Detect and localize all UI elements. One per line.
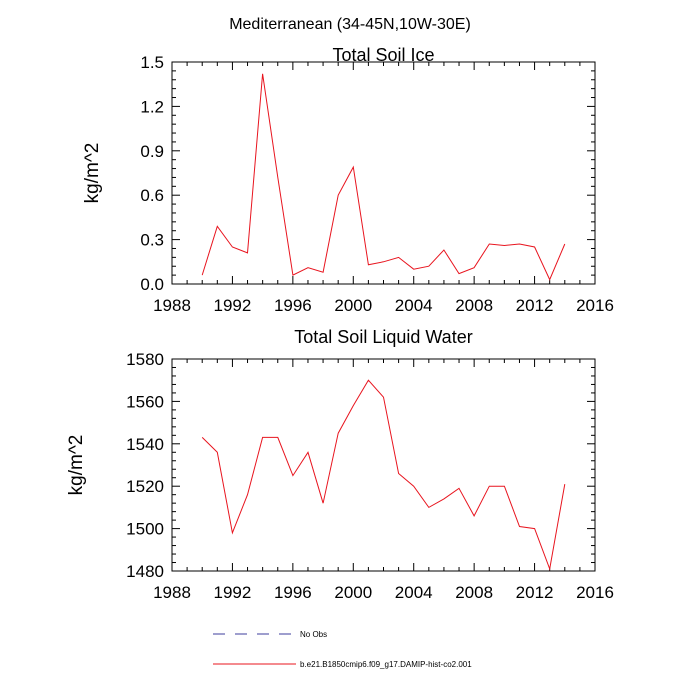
data-point: [398, 257, 399, 258]
plot-frame: [171, 61, 596, 285]
data-point: [277, 177, 278, 178]
data-point: [247, 494, 248, 495]
x-tick-label: 2008: [455, 296, 493, 315]
x-tick-label: 1992: [214, 296, 252, 315]
y-axis-label: kg/m^2: [82, 143, 103, 204]
data-point: [519, 526, 520, 527]
y-tick-label: 1480: [126, 562, 164, 581]
data-point: [564, 483, 565, 484]
data-point: [307, 452, 308, 453]
data-point: [322, 503, 323, 504]
data-point: [549, 568, 550, 569]
y-tick-label: 1500: [126, 520, 164, 539]
panel-title: Total Soil Liquid Water: [294, 327, 472, 347]
data-point: [549, 279, 550, 280]
x-tick-label: 1996: [274, 296, 312, 315]
data-point: [443, 498, 444, 499]
data-point: [474, 515, 475, 516]
y-tick-label: 0.3: [140, 231, 164, 250]
data-point: [383, 261, 384, 262]
y-tick-label: 1580: [126, 350, 164, 369]
data-point: [338, 433, 339, 434]
x-tick-label: 2000: [334, 296, 372, 315]
data-point: [564, 243, 565, 244]
x-tick-label: 1988: [153, 296, 191, 315]
data-point: [202, 275, 203, 276]
y-tick-label: 1.5: [140, 53, 164, 72]
data-point: [504, 245, 505, 246]
x-tick-label: 1992: [214, 583, 252, 602]
x-tick-label: 2008: [455, 583, 493, 602]
data-point: [413, 269, 414, 270]
panel-total-soil-liquid-water: Total Soil Liquid Water 1988 1992 1996 2000 2…: [66, 327, 614, 602]
data-point: [353, 166, 354, 167]
y-tick-label: 1520: [126, 477, 164, 496]
data-point: [232, 532, 233, 533]
data-point: [534, 246, 535, 247]
data-point: [262, 73, 263, 74]
data-point: [413, 486, 414, 487]
data-point: [443, 249, 444, 250]
y-tick-label: 0.9: [140, 142, 164, 161]
data-point: [383, 397, 384, 398]
plot-frame: [171, 358, 596, 572]
panel-title: Total Soil Ice: [332, 45, 434, 65]
data-point: [519, 243, 520, 244]
data-point: [458, 273, 459, 274]
data-point: [277, 437, 278, 438]
data-point: [292, 475, 293, 476]
data-point: [353, 405, 354, 406]
data-point: [292, 275, 293, 276]
y-tick-label: 1540: [126, 435, 164, 454]
data-point: [322, 272, 323, 273]
data-point: [247, 252, 248, 253]
x-tick-label: 1988: [153, 583, 191, 602]
y-tick-label: 0.0: [140, 275, 164, 294]
series-line: [201, 379, 566, 571]
x-tick-label: 2004: [395, 296, 433, 315]
x-tick-label: 2016: [576, 296, 614, 315]
x-tick-label: 1996: [274, 583, 312, 602]
y-tick-label: 1560: [126, 392, 164, 411]
legend: No Obs b.e21.B1850cmip6.f09_g17.DAMIP-hi…: [213, 630, 472, 669]
x-tick-label: 2000: [334, 583, 372, 602]
y-tick-label: 1.2: [140, 97, 164, 116]
legend-label-model: b.e21.B1850cmip6.f09_g17.DAMIP-hist-co2.…: [300, 660, 472, 669]
data-point: [232, 246, 233, 247]
data-point: [217, 452, 218, 453]
data-point: [504, 486, 505, 487]
data-point: [262, 437, 263, 438]
figure-title: Mediterranean (34-45N,10W-30E): [229, 16, 471, 33]
data-point: [489, 486, 490, 487]
data-point: [398, 473, 399, 474]
data-point: [202, 437, 203, 438]
data-point: [428, 507, 429, 508]
data-point: [534, 528, 535, 529]
data-point: [217, 226, 218, 227]
data-point: [458, 488, 459, 489]
panel-total-soil-ice: Total Soil Ice 1988 1992 1996 2000 2004 2008 20…: [82, 45, 614, 315]
data-point: [489, 243, 490, 244]
y-tick-label: 0.6: [140, 186, 164, 205]
data-point: [368, 380, 369, 381]
legend-label-no-obs: No Obs: [300, 630, 327, 639]
y-axis-label: kg/m^2: [66, 435, 87, 496]
data-point: [428, 266, 429, 267]
data-point: [474, 267, 475, 268]
series-line: [201, 73, 566, 281]
x-tick-label: 2012: [516, 583, 554, 602]
data-point: [338, 195, 339, 196]
data-point: [368, 264, 369, 265]
x-tick-label: 2012: [516, 296, 554, 315]
x-tick-label: 2016: [576, 583, 614, 602]
x-tick-label: 2004: [395, 583, 433, 602]
data-point: [307, 267, 308, 268]
